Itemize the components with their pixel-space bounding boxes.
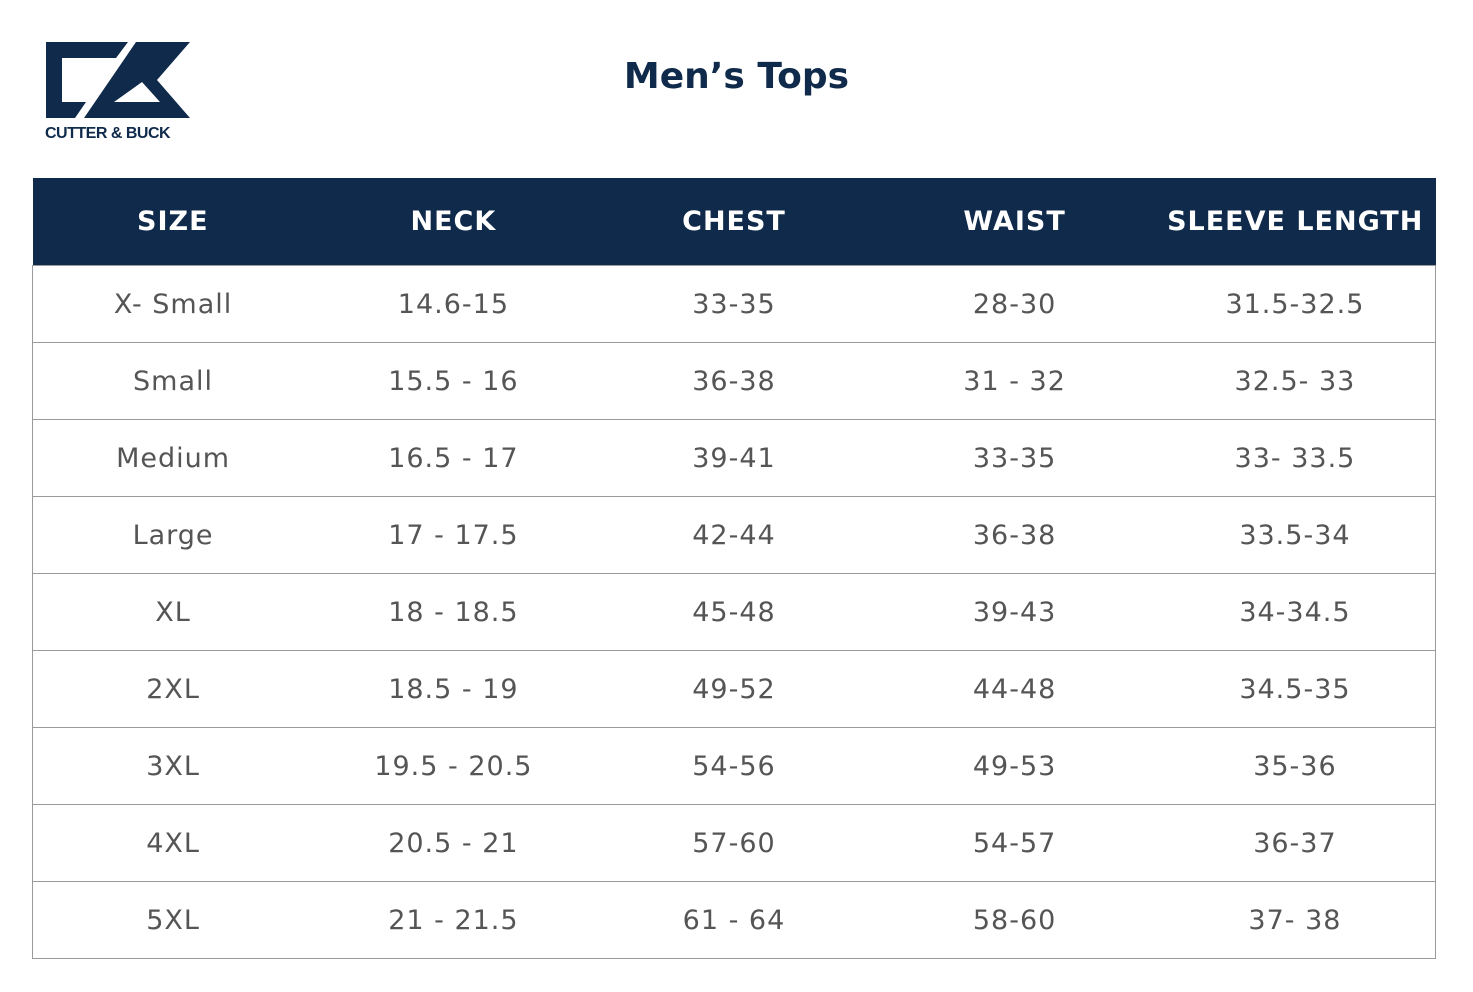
table-cell: 58-60 bbox=[874, 881, 1155, 959]
table-cell: 39-41 bbox=[593, 419, 875, 497]
table-cell: XL bbox=[32, 573, 314, 651]
table-row: XL 18 - 18.5 45-48 39-43 34-34.5 bbox=[32, 573, 1436, 651]
table-cell: 49-52 bbox=[593, 650, 875, 728]
table-cell: 3XL bbox=[32, 727, 314, 805]
table-cell: 34.5-35 bbox=[1154, 650, 1436, 728]
table-cell: 32.5- 33 bbox=[1154, 342, 1436, 420]
table-cell: Large bbox=[32, 496, 314, 574]
table-cell: 36-38 bbox=[593, 342, 875, 420]
table-cell: 45-48 bbox=[593, 573, 875, 651]
table-cell: 36-38 bbox=[874, 496, 1155, 574]
column-header-sleeve-length: SLEEVE LENGTH bbox=[1154, 178, 1436, 266]
table-cell: 19.5 - 20.5 bbox=[313, 727, 594, 805]
table-cell: 20.5 - 21 bbox=[313, 804, 594, 882]
table-row: 3XL 19.5 - 20.5 54-56 49-53 35-36 bbox=[32, 727, 1436, 805]
table-cell: 18.5 - 19 bbox=[313, 650, 594, 728]
table-cell: 14.6-15 bbox=[313, 265, 594, 343]
table-cell: 15.5 - 16 bbox=[313, 342, 594, 420]
table-cell: 16.5 - 17 bbox=[313, 419, 594, 497]
page-title: Men’s Tops bbox=[623, 56, 850, 97]
table-cell: 36-37 bbox=[1154, 804, 1436, 882]
table-cell: 61 - 64 bbox=[593, 881, 875, 959]
table-cell: 5XL bbox=[32, 881, 314, 959]
table-row: 2XL 18.5 - 19 49-52 44-48 34.5-35 bbox=[32, 650, 1436, 728]
table-cell: 28-30 bbox=[874, 265, 1155, 343]
logo-text: CUTTER & BUCK bbox=[45, 125, 171, 142]
table-cell: 31.5-32.5 bbox=[1154, 265, 1436, 343]
table-cell: 34-34.5 bbox=[1154, 573, 1436, 651]
table-cell: 31 - 32 bbox=[874, 342, 1155, 420]
column-header-waist: WAIST bbox=[874, 178, 1155, 266]
cutter-buck-logo-icon bbox=[46, 42, 190, 118]
table-cell: 42-44 bbox=[593, 496, 875, 574]
table-cell: 37- 38 bbox=[1154, 881, 1436, 959]
table-cell: 18 - 18.5 bbox=[313, 573, 594, 651]
column-header-neck: NECK bbox=[313, 178, 594, 266]
column-header-size: SIZE bbox=[32, 178, 314, 266]
table-cell: 33.5-34 bbox=[1154, 496, 1436, 574]
table-cell: 33-35 bbox=[593, 265, 875, 343]
table-cell: 4XL bbox=[32, 804, 314, 882]
table-cell: Medium bbox=[32, 419, 314, 497]
table-row: Medium 16.5 - 17 39-41 33-35 33- 33.5 bbox=[32, 419, 1436, 497]
table-row: Large 17 - 17.5 42-44 36-38 33.5-34 bbox=[32, 496, 1436, 574]
table-row: X- Small 14.6-15 33-35 28-30 31.5-32.5 bbox=[32, 265, 1436, 343]
table-cell: 21 - 21.5 bbox=[313, 881, 594, 959]
table-cell: 33-35 bbox=[874, 419, 1155, 497]
table-cell: 35-36 bbox=[1154, 727, 1436, 805]
table-cell: 33- 33.5 bbox=[1154, 419, 1436, 497]
table-cell: 54-56 bbox=[593, 727, 875, 805]
size-chart-table: SIZE NECK CHEST WAIST SLEEVE LENGTH X- Small… bbox=[32, 178, 1436, 959]
table-cell: 44-48 bbox=[874, 650, 1155, 728]
column-header-chest: CHEST bbox=[593, 178, 875, 266]
table-header-row: SIZE NECK CHEST WAIST SLEEVE LENGTH bbox=[32, 178, 1436, 266]
table-row: Small 15.5 - 16 36-38 31 - 32 32.5- 33 bbox=[32, 342, 1436, 420]
table-cell: 17 - 17.5 bbox=[313, 496, 594, 574]
table-cell: X- Small bbox=[32, 265, 314, 343]
table-cell: 57-60 bbox=[593, 804, 875, 882]
table-cell: 2XL bbox=[32, 650, 314, 728]
table-cell: Small bbox=[32, 342, 314, 420]
table-row: 5XL 21 - 21.5 61 - 64 58-60 37- 38 bbox=[32, 881, 1436, 959]
table-cell: 49-53 bbox=[874, 727, 1155, 805]
table-row: 4XL 20.5 - 21 57-60 54-57 36-37 bbox=[32, 804, 1436, 882]
table-cell: 54-57 bbox=[874, 804, 1155, 882]
table-cell: 39-43 bbox=[874, 573, 1155, 651]
